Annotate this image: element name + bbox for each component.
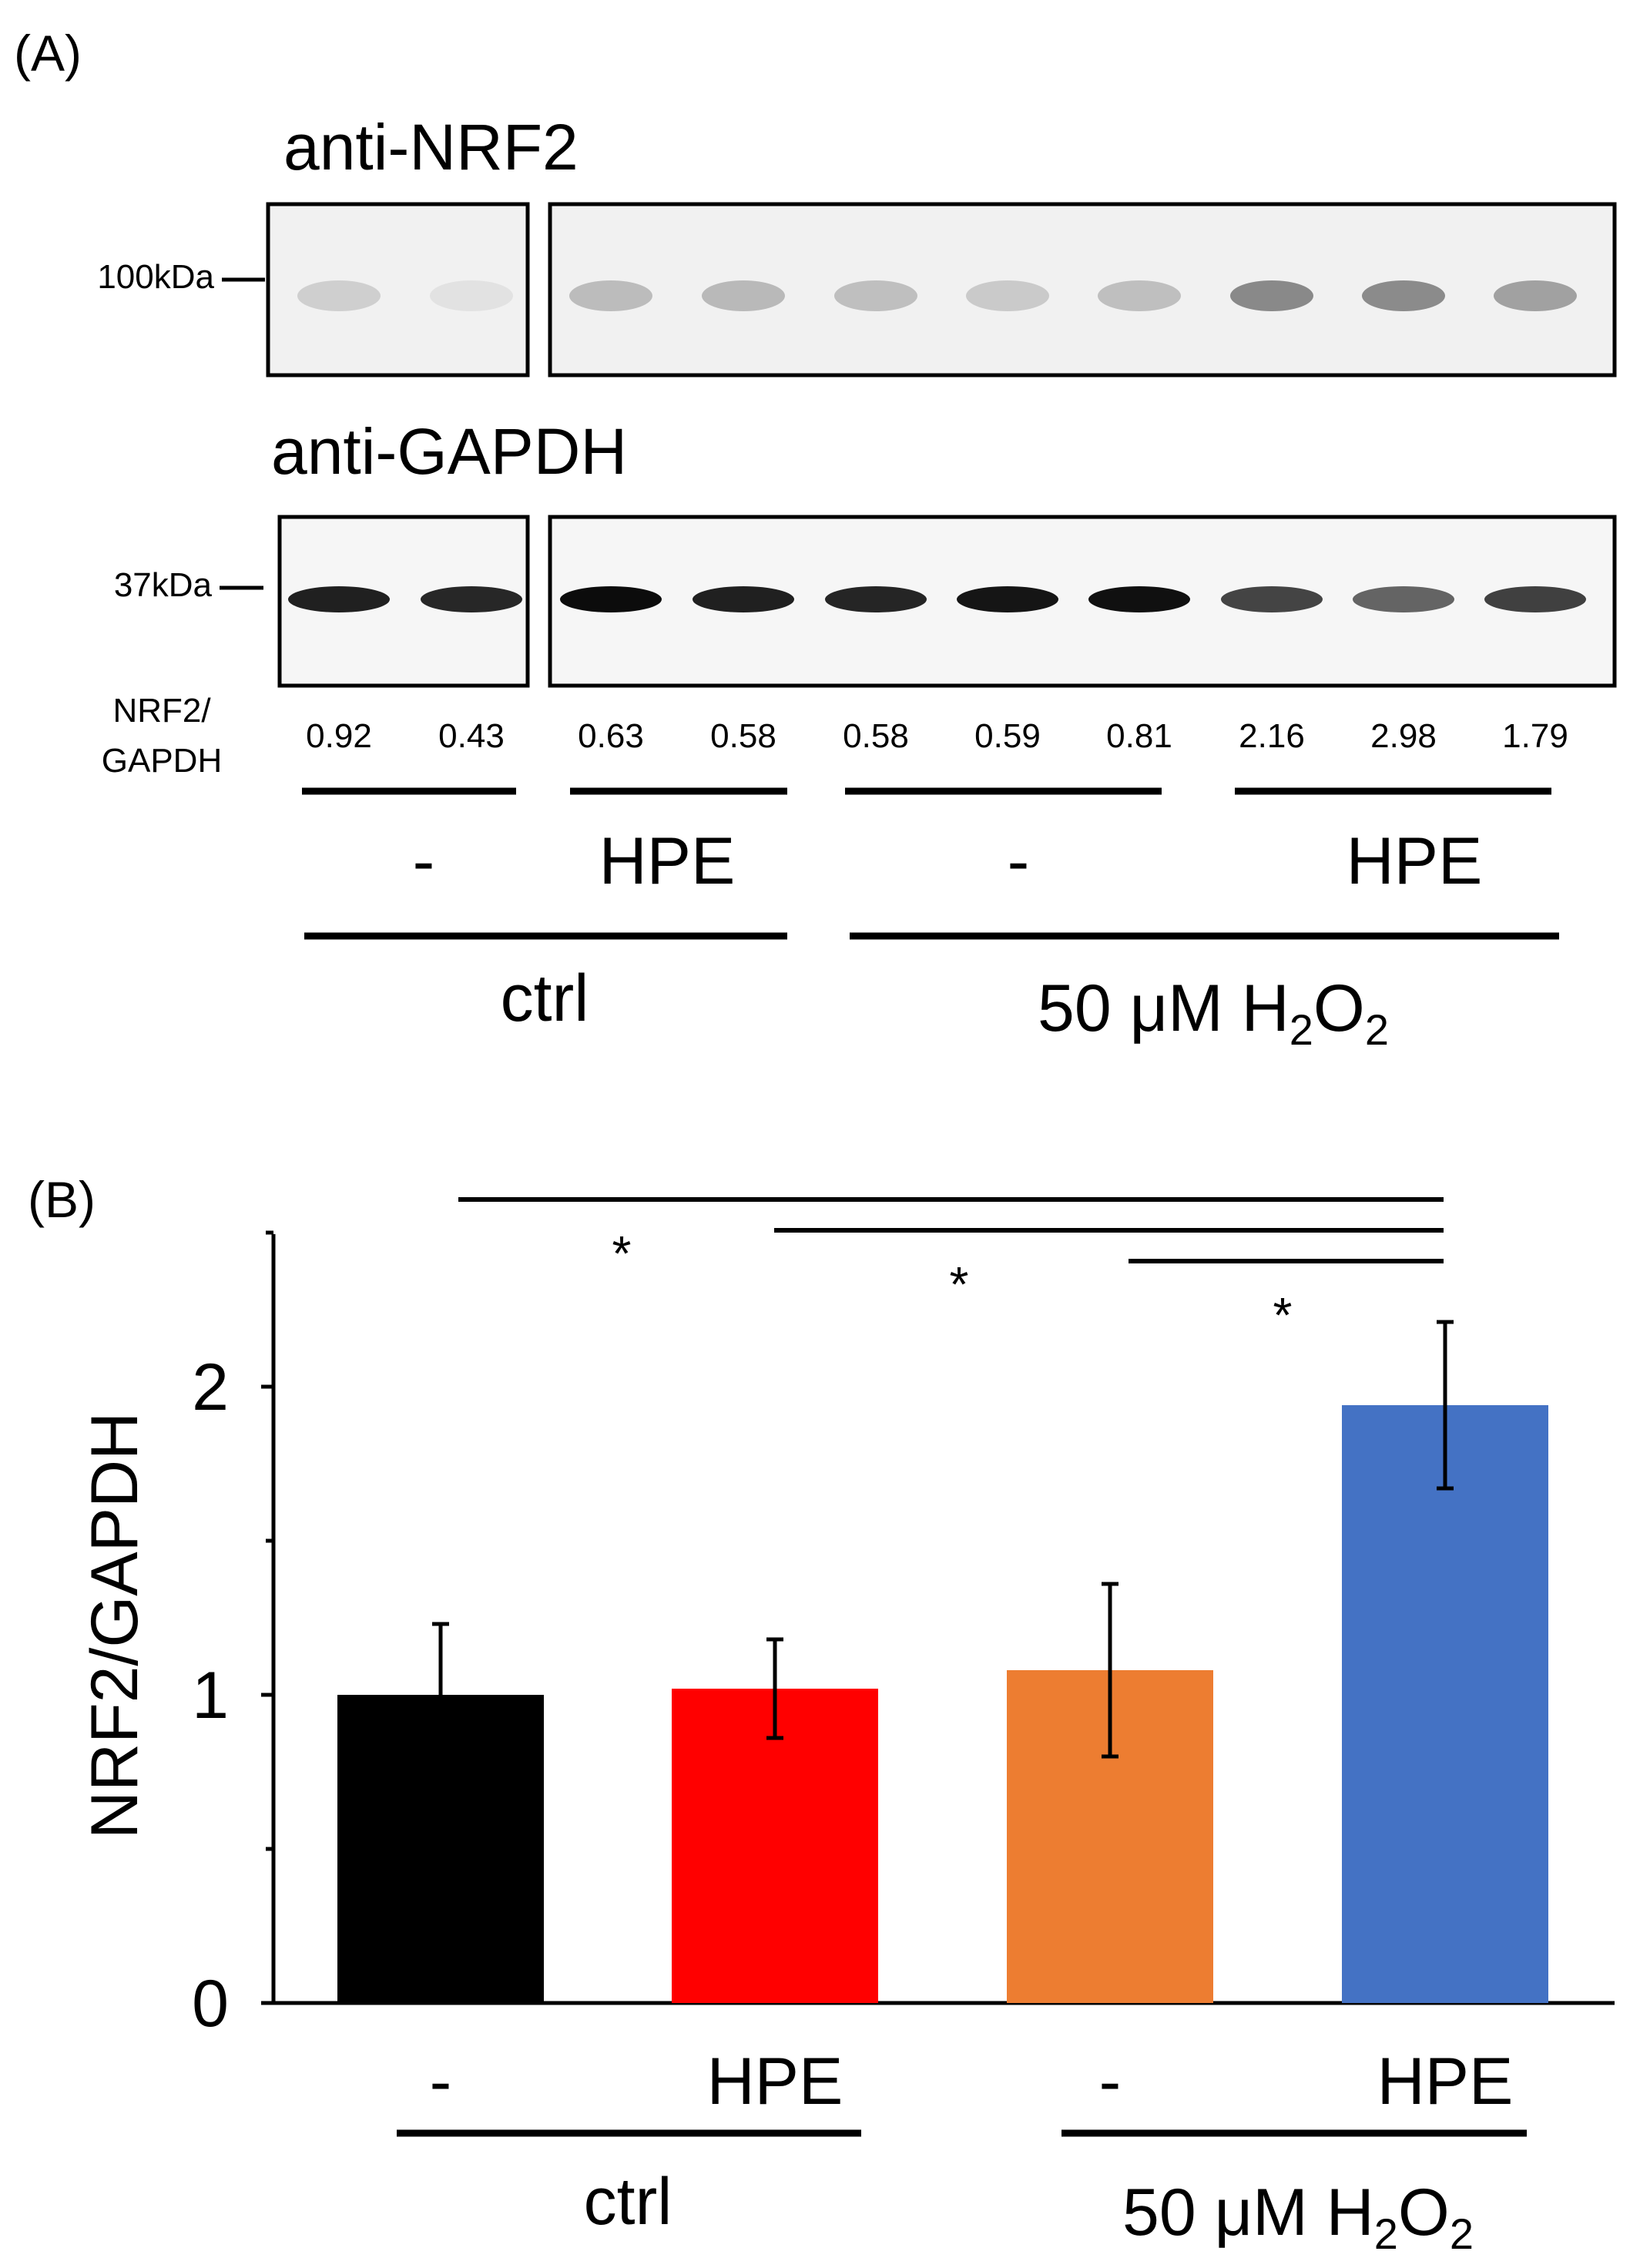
ratio-value-7: 0.81 <box>1106 717 1172 755</box>
gapdh-band-9 <box>1353 586 1454 612</box>
y-axis-title: NRF2/GAPDH <box>78 1412 152 1839</box>
gapdh-band-3 <box>560 586 662 612</box>
nrf2-band-7 <box>1098 280 1181 311</box>
ratio-label-line1: NRF2/ <box>112 692 211 730</box>
condition-label-ctrl: ctrl <box>501 961 589 1035</box>
gapdh-band-7 <box>1088 586 1190 612</box>
ratio-value-4: 0.58 <box>710 717 776 755</box>
bar-2 <box>672 1689 878 2003</box>
treatment-label-3: - <box>1008 824 1030 898</box>
ratio-value-8: 2.16 <box>1239 717 1305 755</box>
nrf2-band-5 <box>834 280 917 311</box>
ratio-label-line2: GAPDH <box>102 742 222 780</box>
gapdh-marker-label: 37kDa <box>114 566 213 604</box>
chart-group-label-ctrl: ctrl <box>584 2165 672 2239</box>
ratio-values: 0.92 0.43 0.63 0.58 0.58 0.59 0.81 2.16 2.98 1.79 <box>306 717 1568 755</box>
ratio-value-9: 2.98 <box>1370 717 1437 755</box>
condition-label-h2o2: 50 μM H2O2 <box>1038 971 1389 1054</box>
panel-b-label: (B) <box>28 1171 96 1228</box>
gapdh-band-2 <box>421 586 522 612</box>
gapdh-band-1 <box>288 586 390 612</box>
gapdh-band-5 <box>825 586 927 612</box>
panel-a-label: (A) <box>14 25 82 82</box>
treatment-label-1: - <box>413 824 435 898</box>
bar-4 <box>1342 1405 1548 2003</box>
ratio-value-5: 0.58 <box>843 717 909 755</box>
ratio-value-6: 0.59 <box>974 717 1041 755</box>
category-label-4: HPE <box>1377 2045 1514 2119</box>
y-tick-label-2: 2 <box>192 1350 229 1424</box>
significance-mark-2: * <box>950 1256 969 1312</box>
category-label-2: HPE <box>707 2045 843 2119</box>
gapdh-blot-title: anti-GAPDH <box>271 415 627 488</box>
condition-h2o2-o: O <box>1313 971 1365 1045</box>
ratio-value-2: 0.43 <box>438 717 505 755</box>
condition-h2o2-sub1: 2 <box>1290 1005 1313 1054</box>
chart-group-label-h2o2: 50 μM H2O2 <box>1122 2176 1474 2258</box>
chart-h2o2-sub2: 2 <box>1450 2209 1474 2258</box>
ratio-value-3: 0.63 <box>578 717 644 755</box>
gapdh-band-10 <box>1484 586 1586 612</box>
chart-h2o2-main: 50 μM H <box>1122 2176 1374 2250</box>
y-tick-label-0: 0 <box>192 1967 229 2041</box>
nrf2-band-3 <box>569 280 652 311</box>
condition-h2o2-main: 50 μM H <box>1038 971 1290 1045</box>
ratio-value-1: 0.92 <box>306 717 372 755</box>
chart-h2o2-o: O <box>1398 2176 1450 2250</box>
y-tick-label-1: 1 <box>192 1659 229 1733</box>
nrf2-band-10 <box>1494 280 1577 311</box>
chart-h2o2-sub1: 2 <box>1374 2209 1398 2258</box>
significance-mark-3: * <box>1273 1287 1293 1343</box>
nrf2-bands <box>297 280 1577 311</box>
bar-chart: 0 1 2 - HPE - HPE * * * <box>192 1197 1615 2119</box>
gapdh-band-6 <box>957 586 1058 612</box>
nrf2-marker-label: 100kDa <box>97 258 214 296</box>
nrf2-band-8 <box>1230 280 1313 311</box>
ratio-value-10: 1.79 <box>1502 717 1568 755</box>
treatment-label-2: HPE <box>599 824 736 898</box>
nrf2-blot-title: anti-NRF2 <box>283 111 579 183</box>
nrf2-band-4 <box>702 280 785 311</box>
condition-h2o2-sub2: 2 <box>1365 1005 1389 1054</box>
gapdh-bands <box>288 586 1586 612</box>
significance-mark-1: * <box>612 1226 632 1281</box>
nrf2-band-9 <box>1362 280 1445 311</box>
gapdh-band-4 <box>693 586 794 612</box>
category-label-1: - <box>430 2045 452 2119</box>
category-label-3: - <box>1099 2045 1122 2119</box>
gapdh-band-8 <box>1221 586 1323 612</box>
nrf2-band-2 <box>430 280 513 311</box>
nrf2-band-1 <box>297 280 381 311</box>
nrf2-band-6 <box>966 280 1049 311</box>
treatment-label-4: HPE <box>1347 824 1483 898</box>
